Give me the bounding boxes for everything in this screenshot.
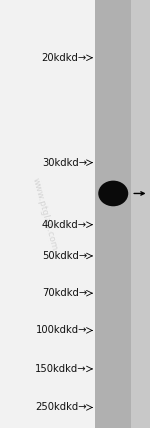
Bar (131, 0, 150, 428)
Text: 30kdkd→: 30kdkd→ (42, 158, 87, 168)
Text: 70kdkd→: 70kdkd→ (42, 288, 87, 298)
Text: www.ptglab.com: www.ptglab.com (31, 176, 59, 252)
Text: 250kdkd→: 250kdkd→ (35, 402, 87, 413)
Text: 20kdkd→: 20kdkd→ (42, 53, 87, 63)
Bar (95, 0, 131, 428)
Ellipse shape (98, 181, 128, 206)
Text: 150kdkd→: 150kdkd→ (35, 364, 87, 374)
Text: 50kdkd→: 50kdkd→ (42, 251, 87, 261)
Text: 100kdkd→: 100kdkd→ (36, 325, 87, 336)
Text: 40kdkd→: 40kdkd→ (42, 220, 87, 230)
